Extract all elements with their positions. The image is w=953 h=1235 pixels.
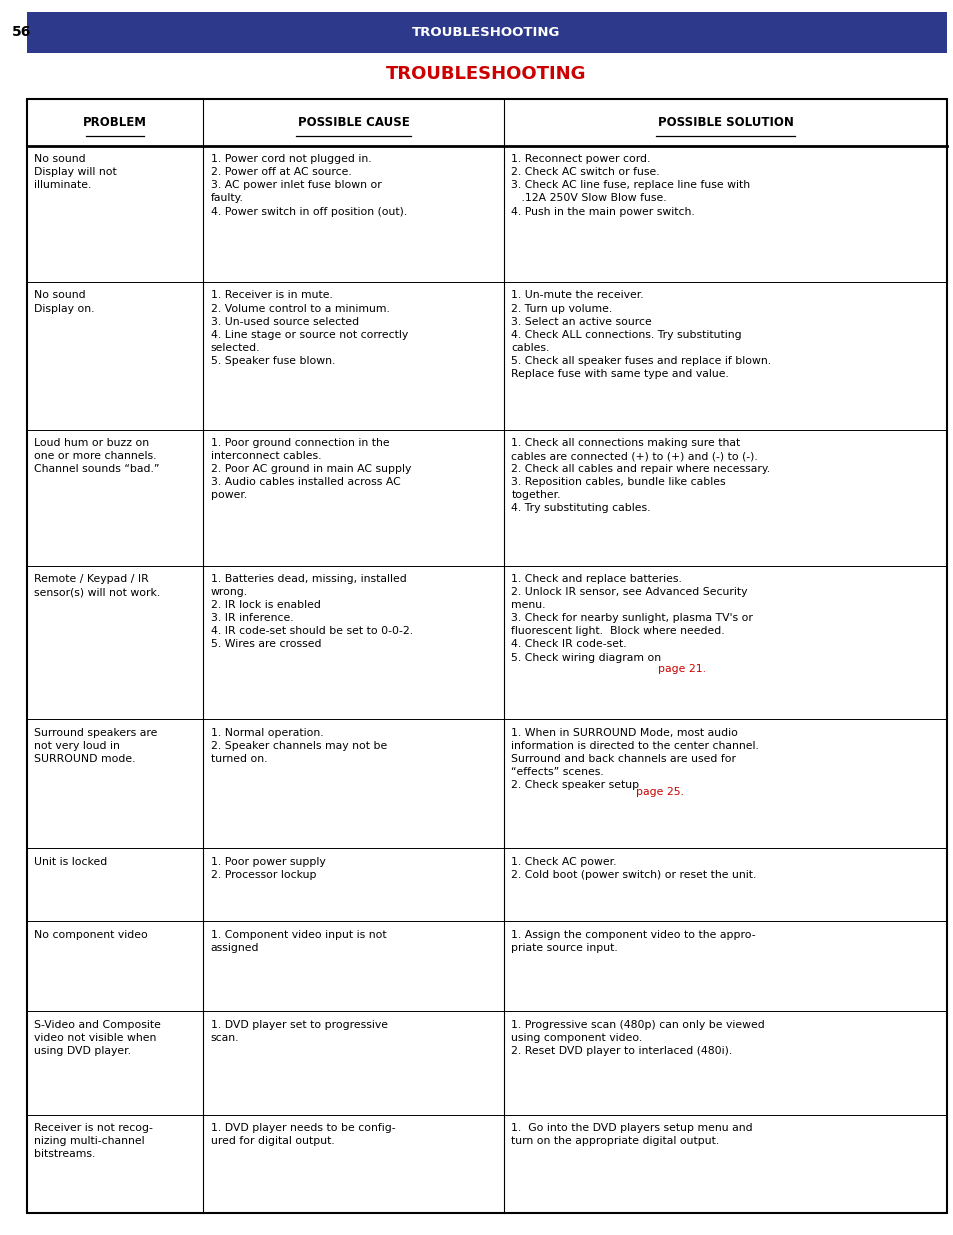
Text: 1. Un-mute the receiver.
2. Turn up volume.
3. Select an active source
4. Check : 1. Un-mute the receiver. 2. Turn up volu… <box>511 290 771 379</box>
Text: 1. Check and replace batteries.
2. Unlock IR sensor, see Advanced Security
menu.: 1. Check and replace batteries. 2. Unloc… <box>511 574 753 662</box>
Text: 1. When in SURROUND Mode, most audio
information is directed to the center chann: 1. When in SURROUND Mode, most audio inf… <box>511 727 759 790</box>
Text: Remote / Keypad / IR
sensor(s) will not work.: Remote / Keypad / IR sensor(s) will not … <box>34 574 160 598</box>
Text: TROUBLESHOOTING: TROUBLESHOOTING <box>412 26 560 40</box>
Text: 1. Poor ground connection in the
interconnect cables.
2. Poor AC ground in main : 1. Poor ground connection in the interco… <box>211 438 411 500</box>
Text: page 25.: page 25. <box>636 788 683 798</box>
Text: PROBLEM: PROBLEM <box>83 116 147 128</box>
Text: 1. DVD player set to progressive
scan.: 1. DVD player set to progressive scan. <box>211 1020 388 1042</box>
Bar <box>27 12 946 53</box>
Text: 1. Receiver is in mute.
2. Volume control to a minimum.
3. Un-used source select: 1. Receiver is in mute. 2. Volume contro… <box>211 290 408 366</box>
Text: 1. Batteries dead, missing, installed
wrong.
2. IR lock is enabled
3. IR inferen: 1. Batteries dead, missing, installed wr… <box>211 574 413 650</box>
Text: 1.  Go into the DVD players setup menu and
turn on the appropriate digital outpu: 1. Go into the DVD players setup menu an… <box>511 1124 752 1146</box>
Text: Surround speakers are
not very loud in
SURROUND mode.: Surround speakers are not very loud in S… <box>34 727 157 763</box>
Text: Receiver is not recog-
nizing multi-channel
bitstreams.: Receiver is not recog- nizing multi-chan… <box>34 1124 153 1160</box>
Text: 1. DVD player needs to be config-
ured for digital output.: 1. DVD player needs to be config- ured f… <box>211 1124 395 1146</box>
Text: Loud hum or buzz on
one or more channels.
Channel sounds “bad.”: Loud hum or buzz on one or more channels… <box>34 438 160 474</box>
Text: POSSIBLE CAUSE: POSSIBLE CAUSE <box>297 116 409 128</box>
Text: No sound
Display will not
illuminate.: No sound Display will not illuminate. <box>34 154 117 190</box>
Text: POSSIBLE SOLUTION: POSSIBLE SOLUTION <box>657 116 793 128</box>
Text: 1. Power cord not plugged in.
2. Power off at AC source.
3. AC power inlet fuse : 1. Power cord not plugged in. 2. Power o… <box>211 154 407 216</box>
Text: No sound
Display on.: No sound Display on. <box>34 290 94 314</box>
Text: 1. Assign the component video to the appro-
priate source input.: 1. Assign the component video to the app… <box>511 930 755 952</box>
Text: 1. Progressive scan (480p) can only be viewed
using component video.
2. Reset DV: 1. Progressive scan (480p) can only be v… <box>511 1020 764 1056</box>
Text: 1. Normal operation.
2. Speaker channels may not be
turned on.: 1. Normal operation. 2. Speaker channels… <box>211 727 387 763</box>
Text: 56: 56 <box>11 25 30 40</box>
Text: 1. Component video input is not
assigned: 1. Component video input is not assigned <box>211 930 386 952</box>
Text: TROUBLESHOOTING: TROUBLESHOOTING <box>386 65 586 83</box>
Text: 1. Check AC power.
2. Cold boot (power switch) or reset the unit.: 1. Check AC power. 2. Cold boot (power s… <box>511 857 756 879</box>
Text: 1. Check all connections making sure that
cables are connected (+) to (+) and (-: 1. Check all connections making sure tha… <box>511 438 770 514</box>
Text: Unit is locked: Unit is locked <box>34 857 108 867</box>
Text: No component video: No component video <box>34 930 148 940</box>
Text: 1. Poor power supply
2. Processor lockup: 1. Poor power supply 2. Processor lockup <box>211 857 325 879</box>
Text: 1. Reconnect power cord.
2. Check AC switch or fuse.
3. Check AC line fuse, repl: 1. Reconnect power cord. 2. Check AC swi… <box>511 154 750 216</box>
Text: S-Video and Composite
video not visible when
using DVD player.: S-Video and Composite video not visible … <box>34 1020 161 1056</box>
Text: page 21.: page 21. <box>657 664 705 674</box>
